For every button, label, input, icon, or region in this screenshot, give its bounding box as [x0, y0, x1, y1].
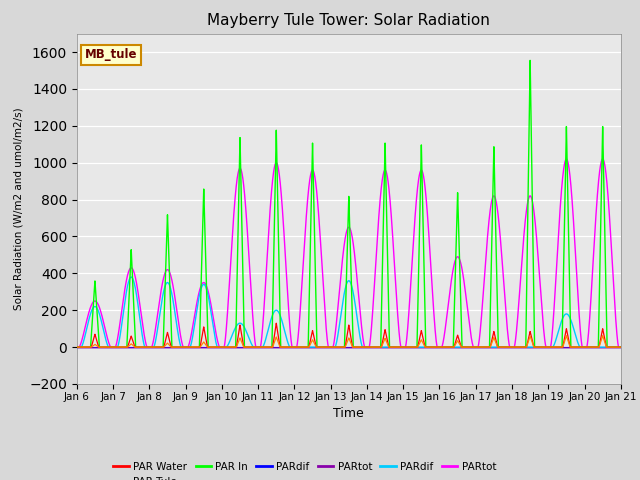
Title: Mayberry Tule Tower: Solar Radiation: Mayberry Tule Tower: Solar Radiation	[207, 13, 490, 28]
X-axis label: Time: Time	[333, 407, 364, 420]
Text: MB_tule: MB_tule	[85, 48, 138, 61]
Y-axis label: Solar Radiation (W/m2 and umol/m2/s): Solar Radiation (W/m2 and umol/m2/s)	[13, 108, 24, 310]
Legend: PAR Water, PAR Tule, PAR In, PARdif, PARtot, PARdif, PARtot: PAR Water, PAR Tule, PAR In, PARdif, PAR…	[109, 457, 500, 480]
